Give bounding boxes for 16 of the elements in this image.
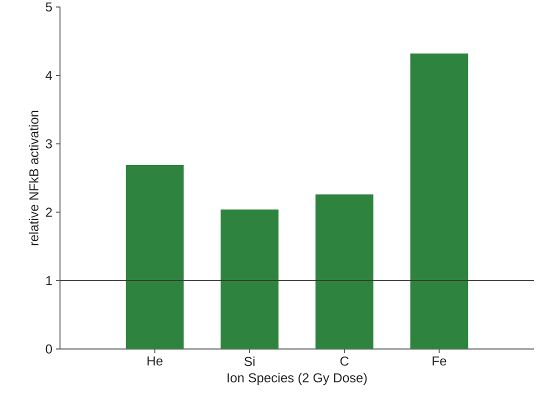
x-axis-title: Ion Species (2 Gy Dose)	[228, 372, 367, 385]
x-tick-label: Si	[244, 356, 254, 366]
x-tick-label: He	[148, 356, 162, 366]
y-tick-label: 2	[46, 208, 52, 217]
y-tick-label: 3	[46, 139, 52, 148]
y-tick-label: 5	[46, 2, 52, 12]
y-tick-label: 4	[46, 70, 52, 80]
bar	[410, 54, 468, 349]
y-axis-title: relative NFkB activation	[28, 110, 38, 246]
x-tick-label: C	[340, 356, 349, 366]
x-tick-label: Fe	[432, 356, 446, 366]
bar	[315, 194, 374, 349]
bar	[126, 165, 184, 349]
y-tick-label: 0	[46, 344, 52, 354]
y-tick-label: 1	[46, 276, 52, 286]
bar	[220, 209, 279, 349]
